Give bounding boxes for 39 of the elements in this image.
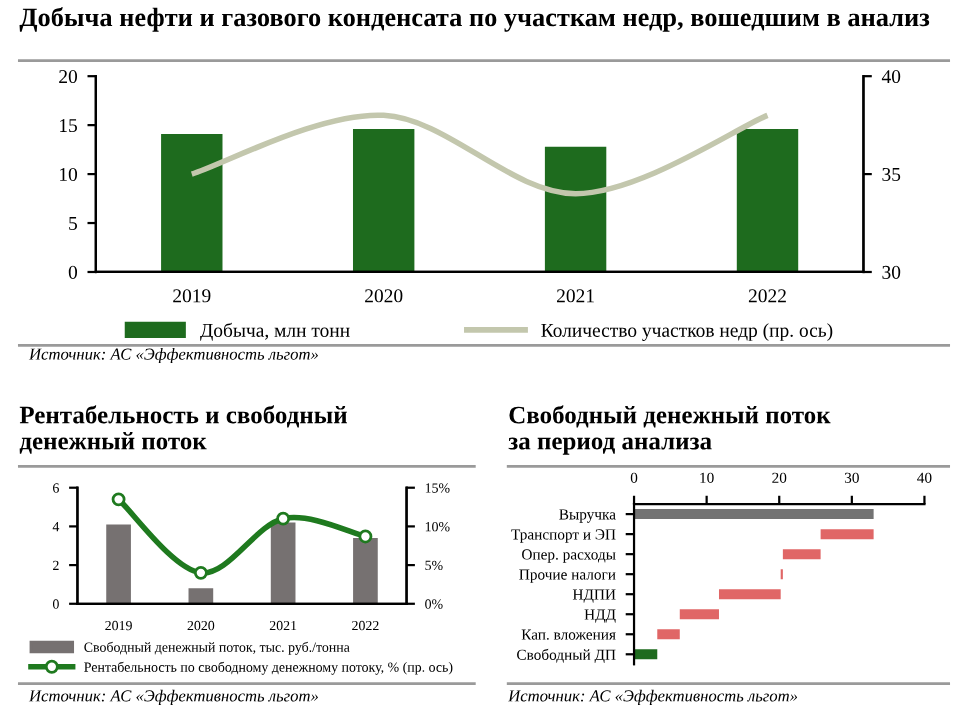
chart-title: Рентабельность и свободный денежный поток bbox=[19, 405, 347, 454]
bar bbox=[161, 133, 223, 272]
point bbox=[193, 565, 208, 580]
y2-tick-label: 35 bbox=[882, 167, 901, 182]
chart-title: Свободный денежный поток за период анализа bbox=[508, 405, 831, 455]
bar bbox=[106, 524, 131, 604]
legend-label: Добыча, млн тонн bbox=[200, 322, 350, 341]
bar bbox=[679, 609, 719, 620]
bar bbox=[353, 538, 378, 604]
bar bbox=[188, 588, 214, 604]
bar bbox=[718, 589, 781, 600]
x-tick-label: 2022 bbox=[748, 289, 786, 303]
text: Источник: АС «Эффективность льгот» bbox=[508, 689, 798, 705]
bar bbox=[352, 129, 415, 272]
bar bbox=[736, 129, 799, 272]
y2-tick-label: 40 bbox=[881, 70, 901, 84]
bar bbox=[634, 509, 874, 520]
x-tick-label: 2020 bbox=[365, 289, 403, 303]
point bbox=[276, 511, 291, 526]
point bbox=[111, 492, 126, 507]
bar bbox=[544, 146, 607, 272]
y-tick-label: 5 bbox=[69, 217, 78, 230]
chart-title: Добыча нефти и газового конденсата по участкам недр, вошедшим в анализ bbox=[19, 7, 930, 32]
y-tick-label: 15 bbox=[60, 119, 78, 133]
bar bbox=[634, 649, 658, 660]
x-tick-label: 2019 bbox=[173, 289, 211, 303]
y2-tick-label: 30 bbox=[882, 265, 901, 279]
bar bbox=[657, 629, 680, 640]
bar bbox=[782, 549, 821, 560]
text: Источник: АС «Эффективность льгот» bbox=[28, 348, 318, 364]
legend-label: Количество участков недр (пр. ось) bbox=[541, 323, 833, 341]
y-tick-label: 10 bbox=[60, 167, 78, 182]
x-tick-label: 2021 bbox=[557, 289, 594, 303]
point bbox=[358, 529, 373, 544]
y-tick-label: 0 bbox=[68, 265, 78, 279]
bar bbox=[270, 522, 296, 604]
y-tick-label: 20 bbox=[59, 70, 78, 84]
text: Источник: АС «Эффективность льгот» bbox=[28, 689, 318, 705]
bar bbox=[820, 529, 874, 540]
